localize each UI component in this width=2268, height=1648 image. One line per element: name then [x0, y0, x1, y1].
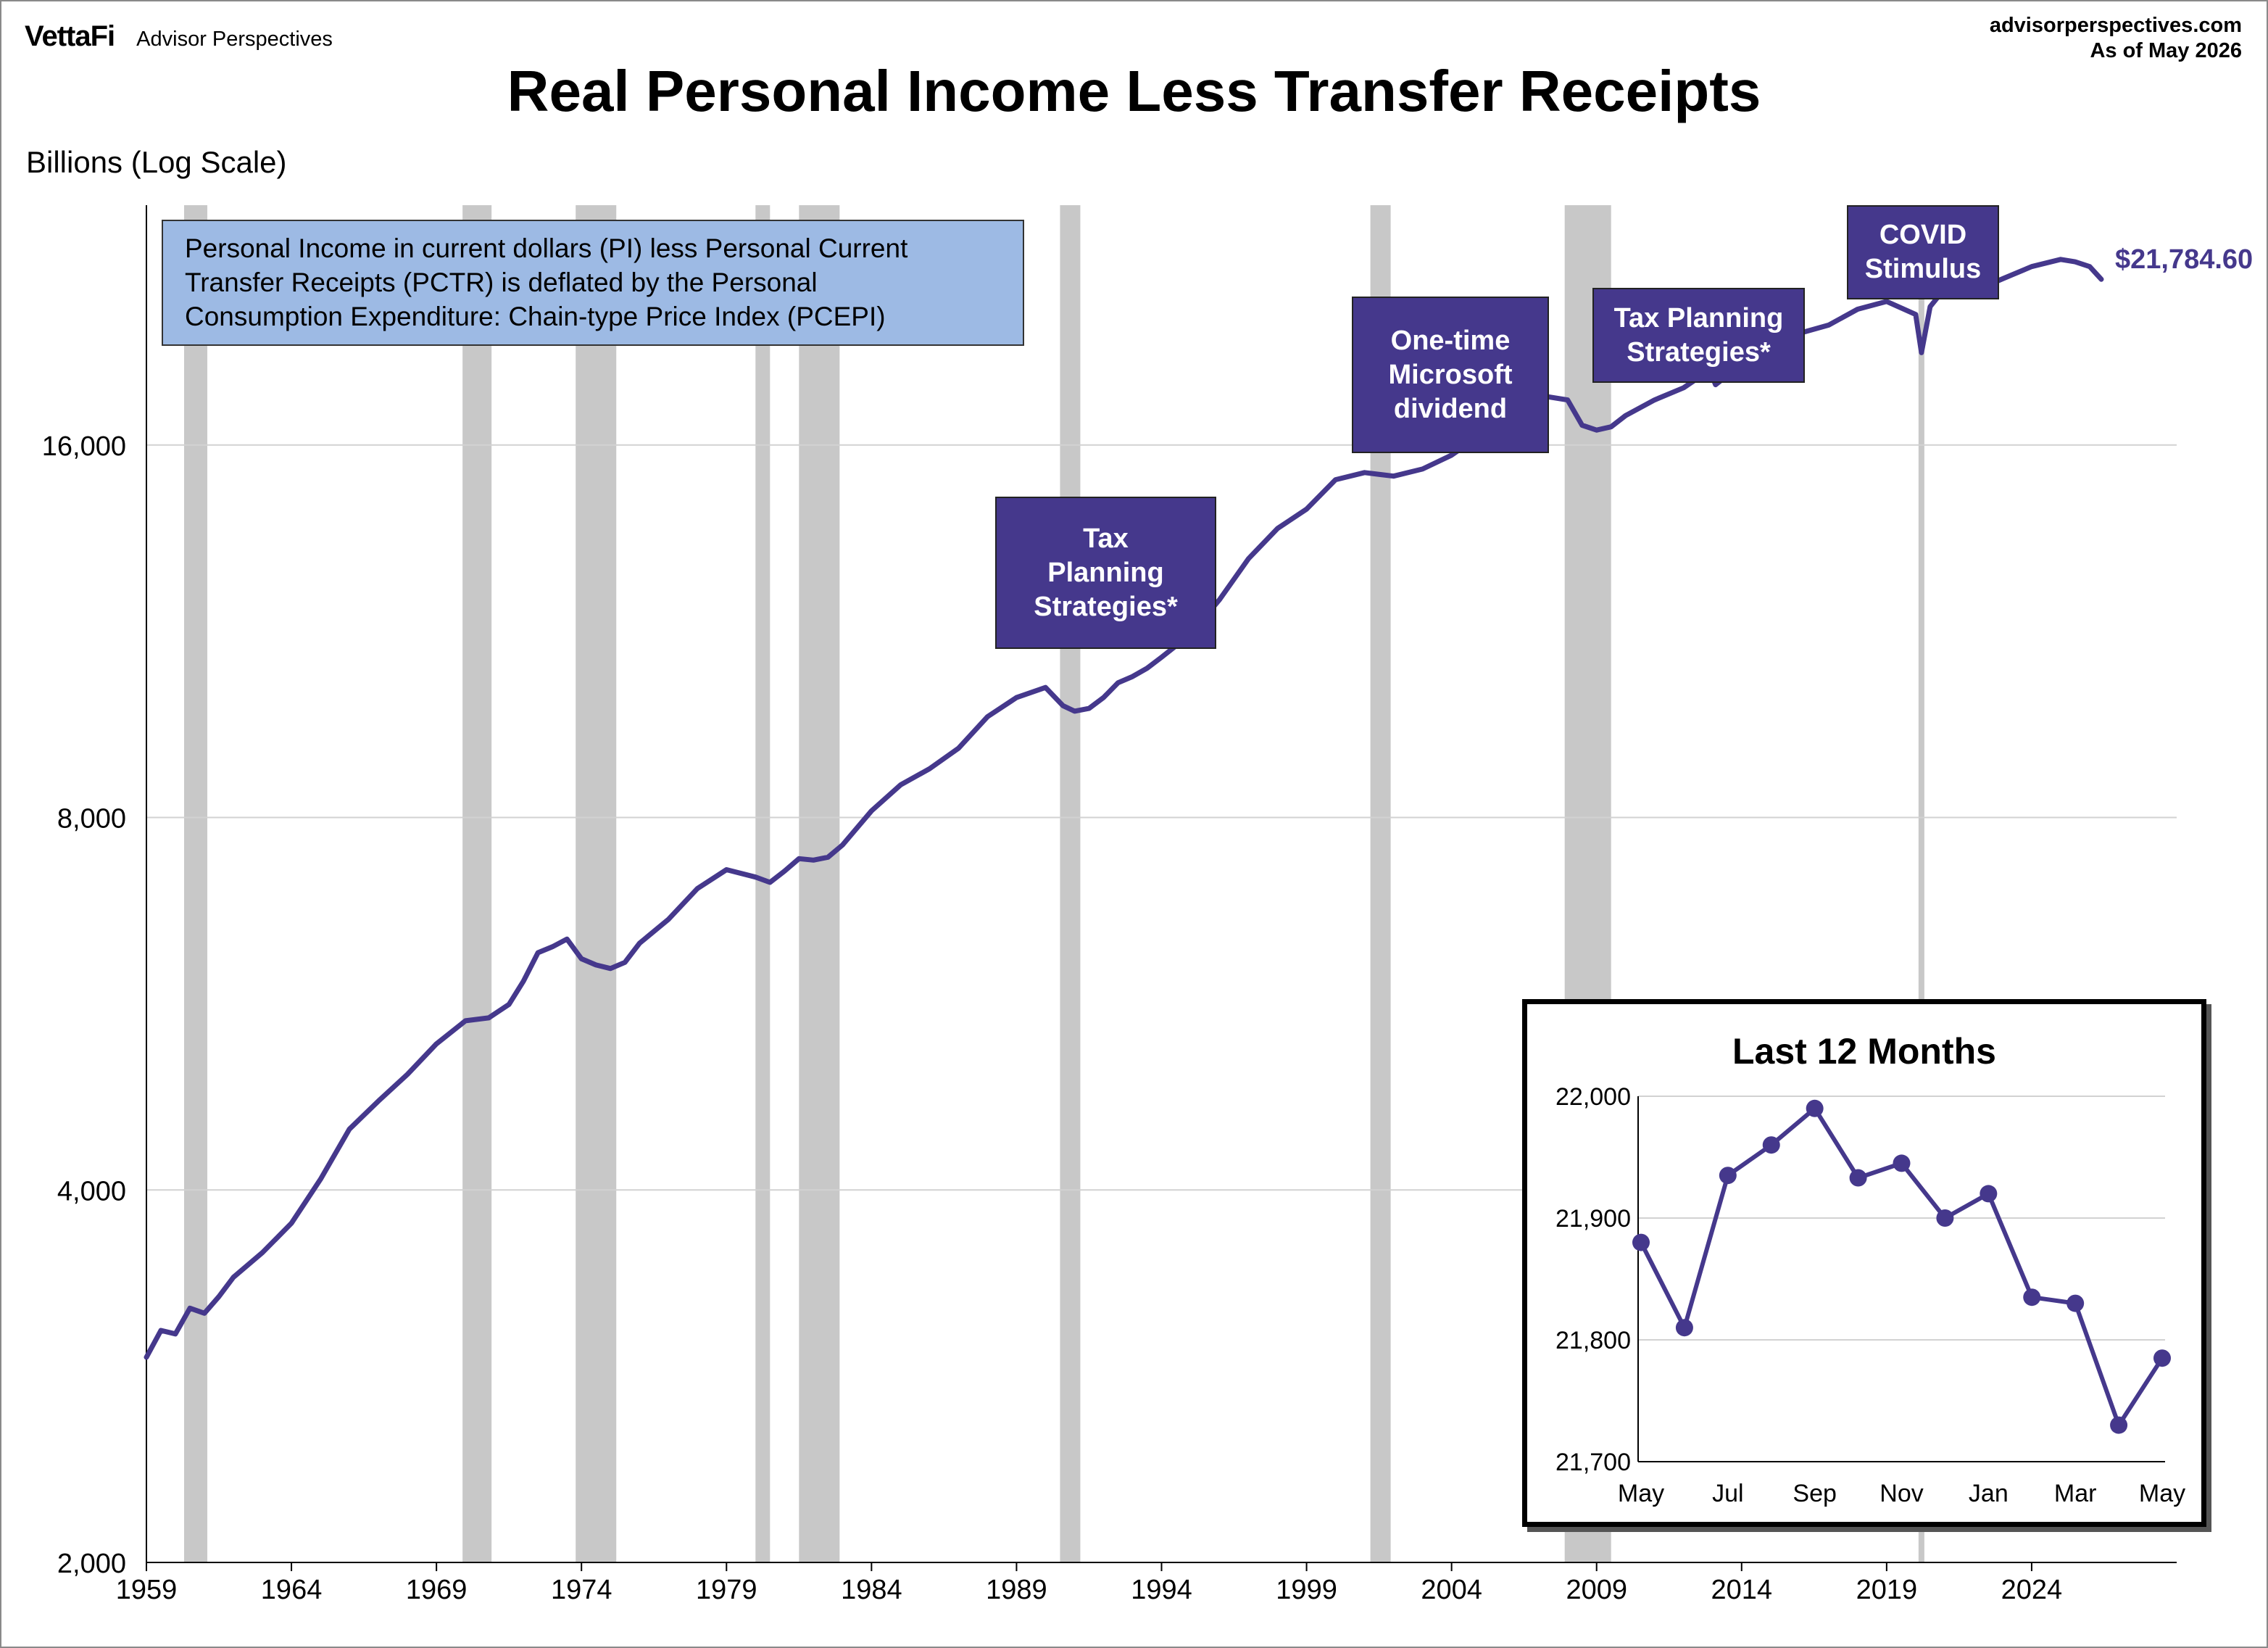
x-tick-label: 2009: [1566, 1575, 1627, 1605]
inset-data-point: [2110, 1416, 2128, 1434]
note-line: Transfer Receipts (PCTR) is deflated by …: [185, 268, 818, 297]
annotation-line: Microsoft: [1388, 359, 1513, 390]
inset-x-tick-label: Nov: [1879, 1480, 1923, 1507]
brand-logo: VettaFi: [25, 20, 115, 52]
inset-data-point: [1849, 1169, 1867, 1187]
inset-data-point: [1936, 1209, 1954, 1227]
inset-data-point: [1719, 1167, 1737, 1185]
brand-subtitle: Advisor Perspectives: [136, 28, 333, 51]
annotation-microsoft-dividend: One-time Microsoft dividend: [1352, 297, 1549, 453]
y-tick-label: 8,000: [57, 804, 126, 835]
inset-data-point: [2066, 1294, 2085, 1312]
as-of-date: As of May 2026: [2090, 39, 2242, 62]
inset-data-point: [1893, 1154, 1911, 1172]
annotation-line: Strategies*: [1034, 591, 1178, 622]
note-line: Personal Income in current dollars (PI) …: [185, 233, 908, 263]
logo: VettaFi Advisor Perspectives: [25, 20, 333, 53]
y-axis-label: Billions (Log Scale): [26, 145, 287, 179]
inset-y-tick-label: 22,000: [1555, 1083, 1631, 1111]
series-line: [144, 257, 2104, 1360]
annotation-covid-stimulus: COVID Stimulus: [1847, 205, 1999, 299]
y-tick-label: 16,000: [42, 431, 126, 462]
chart-title: Real Personal Income Less Transfer Recei…: [507, 59, 1761, 123]
recession-band: [462, 205, 492, 1562]
source-info: advisorperspectives.com As of May 2026: [1990, 13, 2242, 64]
x-tick-label: 2024: [2001, 1575, 2063, 1605]
note-line: Consumption Expenditure: Chain-type Pric…: [185, 302, 886, 331]
annotation-line: dividend: [1393, 393, 1508, 424]
inset-title: Last 12 Months: [1732, 1031, 1996, 1072]
recession-band: [1918, 205, 1924, 1562]
inset-x-tick-label: Sep: [1793, 1480, 1837, 1507]
inset-data-point: [1980, 1185, 1998, 1203]
annotation-line: Planning: [1047, 557, 1164, 588]
x-tick-label: 1984: [841, 1575, 902, 1605]
x-tick-label: 1994: [1131, 1575, 1192, 1605]
annotation-line: Stimulus: [1864, 254, 1982, 284]
inset-x-tick-label: May: [1618, 1480, 1664, 1507]
methodology-note: Personal Income in current dollars (PI) …: [162, 220, 1024, 346]
recession-band: [1060, 205, 1081, 1562]
x-tick-label: 2014: [1711, 1575, 1773, 1605]
recession-band: [576, 205, 617, 1562]
x-tick-label: 1974: [551, 1575, 612, 1605]
inset-data-point: [2023, 1288, 2041, 1307]
annotation-line: COVID: [1879, 220, 1967, 250]
inset-x-tick-label: May: [2139, 1480, 2185, 1507]
inset-y-tick-label: 21,900: [1555, 1205, 1631, 1233]
last-value-label: $21,784.60: [2115, 244, 2254, 275]
inset-x-tick-label: Jul: [1712, 1480, 1743, 1507]
y-tick-label: 4,000: [57, 1176, 126, 1206]
y-tick-label: 2,000: [57, 1549, 126, 1579]
inset-chart-last-12-months: Last 12 Months 21,700 21,800 21,900 22,000 M…: [1522, 999, 2206, 1527]
x-tick-label: 1964: [261, 1575, 323, 1605]
recession-band: [184, 205, 208, 1562]
annotation-tax-planning-1990: Tax Planning Strategies*: [995, 497, 1216, 649]
inset-data-point: [1675, 1319, 1693, 1337]
x-tick-label: 1969: [406, 1575, 468, 1605]
inset-plot: 21,700 21,800 21,900 22,000 May Jul Sep Nov Jan M…: [1555, 1083, 2185, 1507]
x-tick-label: 1989: [986, 1575, 1047, 1605]
inset-y-tick-label: 21,700: [1555, 1449, 1631, 1476]
annotation-line: Tax: [1083, 523, 1129, 554]
inset-data-point: [1806, 1099, 1824, 1117]
x-tick-label: 1979: [696, 1575, 757, 1605]
annotation-line: Tax Planning: [1613, 302, 1784, 334]
inset-x-tick-label: Jan: [1969, 1480, 2009, 1507]
x-tick-label: 2019: [1856, 1575, 1918, 1605]
x-tick-label: 1999: [1276, 1575, 1337, 1605]
annotation-line: Strategies*: [1627, 336, 1771, 368]
inset-data-point: [2153, 1349, 2171, 1367]
annotation-line: One-time: [1390, 325, 1511, 356]
annotation-tax-planning-2012: Tax Planning Strategies*: [1592, 288, 1805, 383]
inset-data-point: [1762, 1136, 1780, 1154]
x-tick-label: 2004: [1421, 1575, 1482, 1605]
source-url: advisorperspectives.com: [1989, 14, 2242, 37]
recession-band: [799, 205, 840, 1562]
x-tick-label: 1959: [116, 1575, 178, 1605]
recession-band: [755, 205, 770, 1562]
inset-x-tick-label: Mar: [2054, 1480, 2097, 1507]
inset-data-point: [1632, 1233, 1650, 1251]
inset-y-tick-label: 21,800: [1555, 1327, 1631, 1354]
